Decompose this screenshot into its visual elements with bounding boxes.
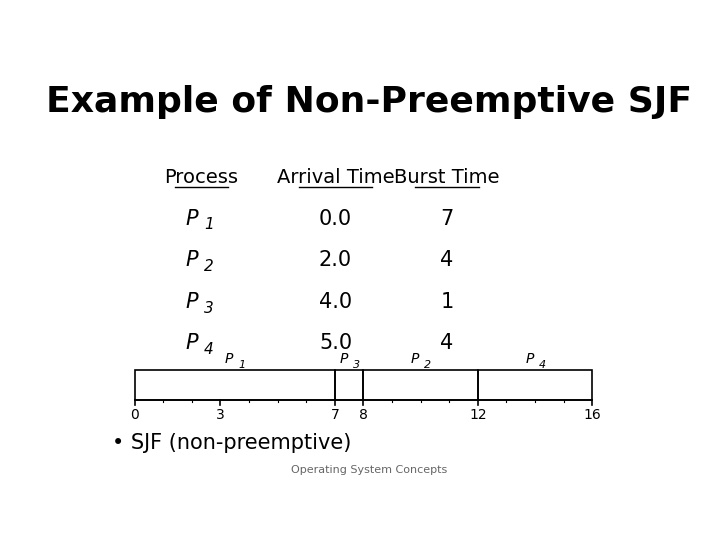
Text: 3: 3: [204, 301, 214, 315]
Text: 1: 1: [204, 218, 214, 232]
Text: 2: 2: [424, 360, 431, 370]
Text: 0: 0: [130, 408, 139, 422]
Text: P: P: [185, 333, 198, 353]
Text: 4: 4: [539, 360, 546, 370]
Text: P: P: [225, 352, 233, 366]
Text: 7: 7: [441, 208, 454, 228]
Text: P: P: [411, 352, 419, 366]
Text: 4.0: 4.0: [319, 292, 352, 312]
Text: 1: 1: [441, 292, 454, 312]
Text: P: P: [525, 352, 534, 366]
Text: 8: 8: [359, 408, 368, 422]
Text: 2.0: 2.0: [319, 250, 352, 270]
Text: P: P: [185, 208, 198, 228]
Text: 4: 4: [441, 333, 454, 353]
Text: 1: 1: [238, 360, 246, 370]
Text: 7: 7: [330, 408, 339, 422]
Text: P: P: [185, 250, 198, 270]
Text: 4: 4: [204, 342, 214, 357]
Text: 4: 4: [441, 250, 454, 270]
Text: Process: Process: [165, 167, 238, 186]
Text: 5.0: 5.0: [319, 333, 352, 353]
Text: Example of Non-Preemptive SJF: Example of Non-Preemptive SJF: [46, 85, 692, 119]
Text: 2: 2: [204, 259, 214, 274]
Text: Arrival Time: Arrival Time: [276, 167, 395, 186]
Text: Burst Time: Burst Time: [395, 167, 500, 186]
Text: P: P: [185, 292, 198, 312]
Text: P: P: [339, 352, 348, 366]
Text: 0.0: 0.0: [319, 208, 352, 228]
Text: • SJF (non-preemptive): • SJF (non-preemptive): [112, 433, 351, 453]
Text: Operating System Concepts: Operating System Concepts: [291, 465, 447, 475]
Text: 16: 16: [583, 408, 601, 422]
Text: 12: 12: [469, 408, 487, 422]
Text: 3: 3: [216, 408, 225, 422]
Text: 3: 3: [353, 360, 360, 370]
